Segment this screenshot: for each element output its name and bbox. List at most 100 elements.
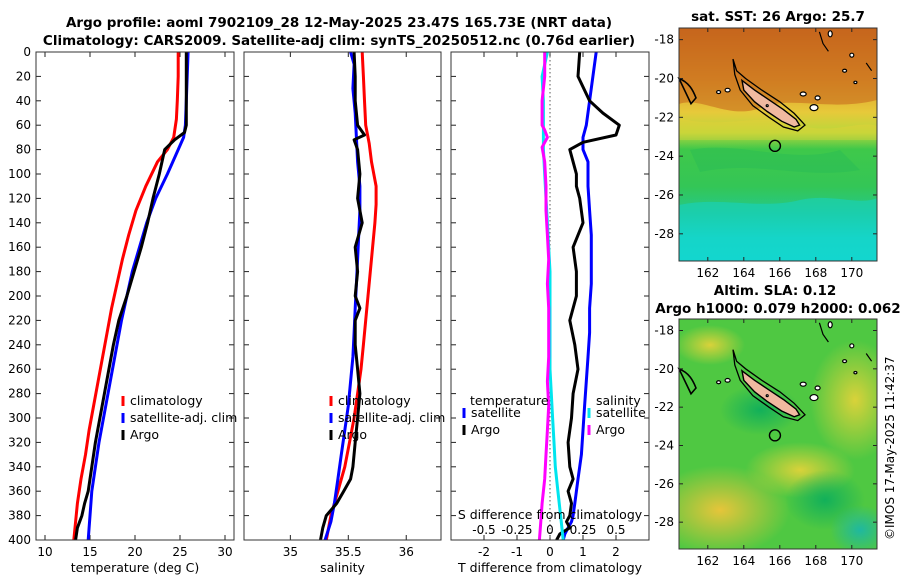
y-tick-label: 80 bbox=[16, 143, 31, 157]
small-island bbox=[849, 343, 855, 349]
small-island bbox=[841, 359, 848, 364]
reef-outline bbox=[732, 349, 806, 422]
sla-map-title-line1: Altim. SLA: 0.12 bbox=[714, 283, 836, 299]
y-tick-label: 360 bbox=[8, 484, 31, 498]
legend-label: Argo bbox=[596, 422, 625, 437]
legend-label: climatology bbox=[338, 393, 411, 408]
small-island bbox=[799, 381, 807, 387]
legend-label: satellite bbox=[471, 405, 521, 420]
map-y-tick-label: -22 bbox=[654, 110, 674, 124]
map-y-tick-label: -28 bbox=[654, 227, 674, 241]
y-tick-label: 380 bbox=[8, 509, 31, 523]
s-tick-label: 0.5 bbox=[606, 523, 625, 537]
map-y-tick-label: -26 bbox=[654, 477, 674, 491]
vanuatu-outline bbox=[818, 31, 829, 52]
salinity-profile-panel: 35 35.5 36 salinity climatology satellite-adj… bbox=[243, 51, 445, 575]
x-tick-label: 35.5 bbox=[335, 545, 362, 559]
map-frame bbox=[678, 318, 878, 550]
small-island bbox=[799, 91, 807, 97]
small-island bbox=[849, 52, 855, 58]
map-x-tick-label: 162 bbox=[696, 554, 719, 568]
x-tick-label: 30 bbox=[217, 545, 232, 559]
small-island bbox=[809, 104, 819, 112]
y-tick-label: 120 bbox=[8, 191, 31, 205]
x-axis-label: temperature (deg C) bbox=[71, 560, 200, 575]
s-tick-label: 0.25 bbox=[570, 523, 597, 537]
series-line-s-argo bbox=[537, 52, 551, 540]
map-y-tick-label: -24 bbox=[654, 149, 674, 163]
difference-profile-panel: -2 -1 0 1 2T difference from climatology S di… bbox=[450, 51, 650, 575]
small-island bbox=[814, 385, 821, 391]
temperature-profile-panel: 0 20 40 60 80 100 120 140 160 180 200 220 240 260 280 3… bbox=[8, 45, 237, 575]
small-island bbox=[765, 104, 769, 108]
small-island bbox=[827, 30, 833, 38]
new-caledonia-island bbox=[740, 369, 801, 418]
sla-map-title-line2: Argo h1000: 0.079 h2000: 0.062 bbox=[655, 301, 900, 317]
sst-field bbox=[679, 28, 877, 261]
series-line-climatology bbox=[72, 52, 180, 540]
sla-field bbox=[679, 319, 877, 549]
sst-map-panel: sat. SST: 26 Argo: 25.7 -18-20-22-24-26-… bbox=[654, 9, 878, 280]
profile-lines bbox=[319, 52, 378, 540]
y-tick-label: 400 bbox=[8, 533, 31, 547]
coastline-outline bbox=[677, 367, 697, 396]
new-caledonia-island bbox=[740, 78, 801, 128]
y-tick-label: 320 bbox=[8, 435, 31, 449]
map-x-tick-label: 168 bbox=[804, 266, 827, 280]
legend-label: Argo bbox=[130, 427, 159, 442]
plot-background bbox=[36, 52, 234, 540]
map-y-tick-label: -18 bbox=[654, 33, 674, 47]
series-line-s-satellite bbox=[540, 52, 565, 540]
sla-map-panel: Altim. SLA: 0.12 Argo h1000: 0.079 h2000… bbox=[654, 283, 900, 568]
s-tick-label: 0 bbox=[546, 523, 554, 537]
sst-map-overlay: -18 -20 -22 -24 -26 -28 162 164 166 168 170 bbox=[654, 27, 878, 280]
sst-map-title: sat. SST: 26 Argo: 25.7 bbox=[691, 9, 865, 25]
map-frame bbox=[678, 27, 878, 262]
coastline-outline bbox=[677, 77, 697, 106]
x-tick-label: 15 bbox=[82, 545, 97, 559]
small-island bbox=[853, 370, 858, 375]
x-tick-label: 10 bbox=[37, 545, 52, 559]
legend-label: satellite bbox=[596, 405, 646, 420]
figure-title-line1: Argo profile: aoml 7902109_28 12-May-202… bbox=[66, 15, 612, 31]
small-island bbox=[841, 68, 848, 73]
y-tick-label: 200 bbox=[8, 289, 31, 303]
s-axis-label: S difference from climatology bbox=[458, 507, 643, 522]
y-tick-label: 100 bbox=[8, 167, 31, 181]
map-y-tick-label: -28 bbox=[654, 515, 674, 529]
small-island bbox=[715, 380, 722, 385]
s-tick-label: -0.5 bbox=[472, 523, 495, 537]
x-tick-label: 1 bbox=[579, 545, 587, 559]
small-island bbox=[765, 394, 769, 398]
vanuatu-outline bbox=[818, 322, 829, 343]
profile-lines bbox=[537, 52, 621, 540]
sla-map-overlay: -18 -20 -22 -24 -26 -28 162 164 166 168 170 bbox=[654, 318, 878, 568]
y-tick-label: 280 bbox=[8, 387, 31, 401]
y-tick-label: 60 bbox=[16, 118, 31, 132]
y-tick-label: 260 bbox=[8, 362, 31, 376]
x-axis-label: salinity bbox=[320, 560, 365, 575]
plot-frame bbox=[243, 51, 442, 541]
x-tick-label: 36 bbox=[399, 545, 414, 559]
y-tick-label: 40 bbox=[16, 94, 31, 108]
argo-profile-marker bbox=[768, 429, 782, 442]
map-y-tick-label: -18 bbox=[654, 324, 674, 338]
x-tick-label: 35 bbox=[283, 545, 298, 559]
small-island bbox=[724, 377, 731, 383]
reef-outline bbox=[732, 58, 806, 132]
argo-profile-marker bbox=[768, 139, 782, 153]
legend-title-salinity: salinity bbox=[596, 393, 641, 408]
map-y-tick-label: -20 bbox=[654, 362, 674, 376]
series-line-argo bbox=[74, 52, 188, 540]
y-tick-label: 180 bbox=[8, 265, 31, 279]
plot-frame bbox=[450, 51, 650, 541]
series-legend: climatology satellite-adj. clim Argo bbox=[329, 393, 445, 442]
map-x-tick-label: 168 bbox=[804, 554, 827, 568]
small-island bbox=[853, 80, 858, 85]
figure-title-line2: Climatology: CARS2009. Satellite-adj cli… bbox=[43, 33, 635, 49]
legend-label: satellite-adj. clim bbox=[130, 410, 237, 425]
plot-background bbox=[244, 52, 441, 540]
vanuatu-outline bbox=[865, 353, 873, 362]
